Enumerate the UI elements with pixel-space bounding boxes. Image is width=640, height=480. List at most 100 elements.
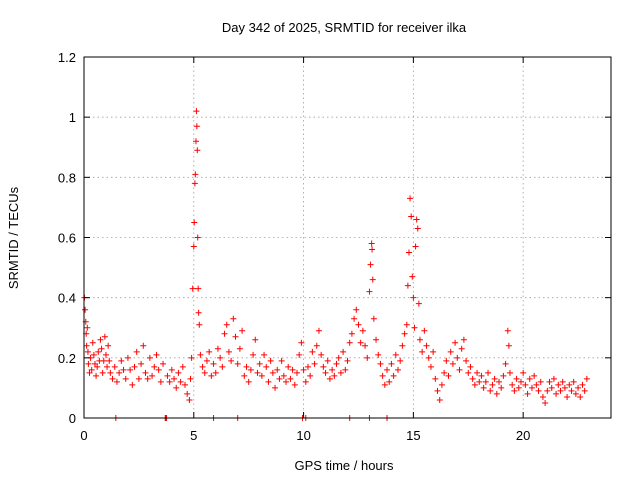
data-point	[373, 337, 379, 343]
data-point	[533, 382, 539, 388]
data-point	[235, 361, 241, 367]
data-point	[197, 352, 203, 358]
data-point	[549, 385, 555, 391]
data-point	[553, 391, 559, 397]
data-point	[506, 343, 512, 349]
data-point	[511, 388, 517, 394]
data-point	[439, 382, 445, 388]
data-point	[505, 328, 511, 334]
data-point	[452, 340, 458, 346]
data-point	[411, 325, 417, 331]
x-tick-label: 20	[516, 428, 530, 443]
data-point	[320, 364, 326, 370]
data-point	[151, 364, 157, 370]
x-tick-label: 0	[80, 428, 87, 443]
data-point	[97, 337, 103, 343]
data-point	[307, 373, 313, 379]
data-point	[527, 376, 533, 382]
data-point	[147, 355, 153, 361]
data-point	[191, 219, 197, 225]
data-point	[382, 382, 388, 388]
data-point	[182, 382, 188, 388]
data-point	[222, 331, 228, 337]
data-point	[419, 349, 425, 355]
data-point	[503, 361, 509, 367]
data-point	[287, 376, 293, 382]
data-point	[413, 244, 419, 250]
data-point	[140, 343, 146, 349]
data-point	[103, 352, 109, 358]
data-point	[312, 361, 318, 367]
data-point	[555, 382, 561, 388]
y-tick-label: 0.2	[58, 351, 76, 366]
data-point	[263, 364, 269, 370]
data-point	[424, 343, 430, 349]
x-axis-label: GPS time / hours	[295, 458, 394, 473]
data-point	[476, 379, 482, 385]
data-point	[248, 367, 254, 373]
data-point	[290, 367, 296, 373]
x-tick-label: 5	[190, 428, 197, 443]
data-point	[200, 364, 206, 370]
data-point	[362, 343, 368, 349]
data-point	[164, 373, 170, 379]
data-point	[156, 367, 162, 373]
data-point	[104, 364, 110, 370]
data-point	[368, 262, 374, 268]
data-point	[380, 373, 386, 379]
data-point	[566, 382, 572, 388]
data-point	[340, 349, 346, 355]
data-point	[116, 370, 122, 376]
data-point	[90, 340, 96, 346]
data-point	[461, 337, 467, 343]
data-point	[246, 379, 252, 385]
data-point	[194, 123, 200, 129]
data-point	[171, 376, 177, 382]
data-point	[219, 364, 225, 370]
data-point	[323, 370, 329, 376]
data-point	[360, 328, 366, 334]
data-points	[81, 108, 589, 421]
data-point	[470, 376, 476, 382]
data-point	[145, 376, 151, 382]
data-point	[579, 382, 585, 388]
data-point	[448, 349, 454, 355]
data-point	[498, 385, 504, 391]
data-point	[531, 373, 537, 379]
data-point	[211, 361, 217, 367]
data-point	[195, 286, 201, 292]
data-point	[496, 379, 502, 385]
data-point	[175, 370, 181, 376]
data-point	[190, 286, 196, 292]
data-point	[465, 370, 471, 376]
data-point	[178, 379, 184, 385]
data-point	[276, 376, 282, 382]
data-point	[481, 385, 487, 391]
data-point	[303, 379, 309, 385]
data-point	[134, 349, 140, 355]
data-point	[217, 355, 223, 361]
data-point	[336, 355, 342, 361]
data-point	[437, 397, 443, 403]
data-point	[142, 370, 148, 376]
data-point	[259, 373, 265, 379]
data-point	[397, 358, 403, 364]
data-point	[254, 370, 260, 376]
data-point	[314, 343, 320, 349]
data-point	[364, 355, 370, 361]
data-point	[430, 349, 436, 355]
data-point	[169, 367, 175, 373]
data-point	[316, 328, 322, 334]
y-tick-label: 1.2	[58, 50, 76, 65]
data-point	[489, 382, 495, 388]
data-point	[167, 379, 173, 385]
data-point	[95, 349, 101, 355]
data-point	[194, 147, 200, 153]
data-point	[132, 364, 138, 370]
data-point	[522, 382, 528, 388]
data-point	[426, 355, 432, 361]
data-point	[395, 367, 401, 373]
data-point	[213, 370, 219, 376]
data-point	[582, 388, 588, 394]
data-point	[274, 367, 280, 373]
